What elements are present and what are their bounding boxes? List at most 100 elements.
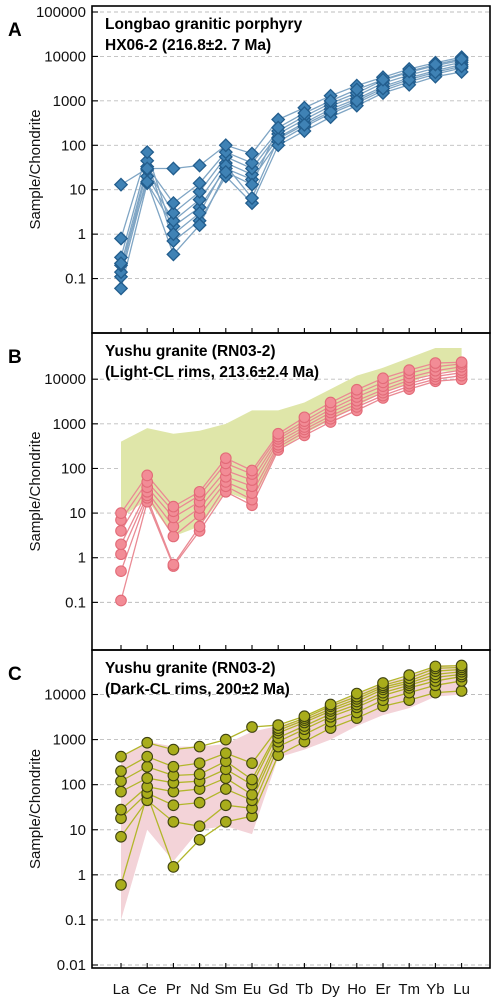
y-tick-label: 1 bbox=[78, 867, 86, 884]
data-point bbox=[218, 138, 233, 153]
data-point bbox=[115, 878, 127, 891]
data-point bbox=[428, 57, 443, 72]
data-point bbox=[193, 740, 206, 753]
data-point bbox=[297, 117, 312, 132]
y-tick-label: 10000 bbox=[44, 48, 86, 65]
data-point bbox=[244, 190, 260, 206]
data-point bbox=[141, 760, 154, 773]
data-point bbox=[167, 743, 180, 756]
y-tick-label: 0.01 bbox=[57, 957, 86, 974]
data-point bbox=[298, 710, 311, 723]
data-point bbox=[219, 452, 232, 465]
data-point bbox=[350, 383, 363, 396]
y-tick-label: 100000 bbox=[36, 4, 86, 21]
data-point bbox=[167, 500, 180, 513]
y-tick-label: 10 bbox=[69, 182, 86, 199]
data-point bbox=[166, 213, 181, 228]
data-point bbox=[113, 256, 129, 271]
data-point bbox=[272, 427, 285, 440]
x-tick-label: Pr bbox=[166, 981, 181, 998]
data-point bbox=[324, 396, 337, 409]
y-axis-label: Sample/Chondrite bbox=[27, 431, 44, 551]
data-point bbox=[219, 799, 232, 812]
x-tick-label: Nd bbox=[190, 981, 209, 998]
data-point bbox=[402, 72, 417, 87]
data-point bbox=[115, 507, 127, 519]
data-point bbox=[140, 161, 155, 176]
data-point bbox=[166, 161, 181, 176]
panel-c: 0.01 0.1 1 10 100 1000 10000 Sample/Chondrite C Y… bbox=[8, 649, 491, 974]
data-point bbox=[166, 205, 181, 221]
y-tick-label: 100 bbox=[61, 460, 86, 477]
data-point bbox=[115, 548, 127, 561]
x-tick-label: Ce bbox=[138, 981, 157, 998]
data-point bbox=[429, 660, 442, 673]
data-point bbox=[219, 747, 232, 760]
data-point bbox=[141, 750, 154, 763]
x-tick-label: Tm bbox=[398, 981, 420, 998]
data-point bbox=[140, 145, 155, 160]
data-point bbox=[193, 833, 206, 846]
data-point bbox=[167, 558, 180, 571]
x-tick-label: Tb bbox=[296, 981, 314, 998]
data-point bbox=[115, 538, 127, 551]
data-point bbox=[219, 733, 232, 746]
y-tick-label: 1000 bbox=[53, 732, 86, 749]
data-point bbox=[115, 803, 127, 816]
data-point bbox=[193, 768, 206, 781]
panel-title-line: Longbao granitic porphyry bbox=[105, 16, 303, 33]
data-point bbox=[350, 687, 363, 700]
y-tick-label: 0.1 bbox=[65, 594, 86, 611]
data-point bbox=[140, 174, 155, 190]
x-tick-label: La bbox=[113, 981, 130, 998]
data-point bbox=[428, 65, 443, 80]
data-point bbox=[115, 594, 127, 607]
data-point bbox=[349, 93, 364, 108]
data-point bbox=[244, 146, 260, 161]
data-point bbox=[218, 164, 233, 180]
data-point bbox=[115, 775, 127, 787]
data-point bbox=[246, 464, 258, 477]
panel-title-line: Yushu granite (RN03-2) bbox=[105, 660, 276, 677]
data-point bbox=[271, 131, 286, 146]
data-point bbox=[167, 861, 180, 873]
panel-letter: C bbox=[8, 664, 22, 685]
panel-frame bbox=[91, 649, 491, 969]
data-point bbox=[324, 698, 337, 711]
y-tick-label: 100 bbox=[61, 137, 86, 154]
data-point bbox=[115, 830, 127, 843]
y-tick-label: 10 bbox=[69, 505, 86, 522]
data-point bbox=[115, 565, 127, 578]
data-point bbox=[455, 356, 468, 369]
data-point bbox=[244, 177, 260, 192]
panel-title-line: Yushu granite (RN03-2) bbox=[105, 343, 276, 360]
data-point bbox=[244, 155, 260, 171]
data-point bbox=[219, 783, 232, 795]
x-tick-label: Er bbox=[376, 981, 391, 998]
x-axis-labels: La Ce Pr Nd Sm Eu Gd Tb Dy Ho Er Tm Yb Lu bbox=[113, 981, 470, 998]
data-point bbox=[219, 815, 232, 828]
y-tick-label: 100 bbox=[61, 777, 86, 794]
data-point bbox=[402, 64, 417, 79]
x-tick-label: Gd bbox=[268, 981, 288, 998]
data-point bbox=[375, 72, 391, 87]
y-axis-label: Sample/Chondrite bbox=[27, 109, 44, 229]
data-point bbox=[455, 659, 468, 672]
panel-letter: A bbox=[8, 20, 22, 41]
data-point bbox=[167, 799, 180, 812]
data-point bbox=[193, 796, 206, 809]
data-point bbox=[297, 105, 312, 121]
x-tick-label: Dy bbox=[321, 981, 340, 998]
data-point bbox=[167, 815, 180, 828]
data-point bbox=[454, 59, 469, 74]
data-point bbox=[246, 773, 258, 786]
x-tick-label: Eu bbox=[243, 981, 261, 998]
data-point bbox=[298, 411, 311, 424]
data-point bbox=[192, 176, 207, 191]
y-tick-label: 10 bbox=[69, 822, 86, 839]
x-tick-label: Lu bbox=[453, 981, 470, 998]
data-point bbox=[192, 192, 207, 207]
y-tick-label: 10000 bbox=[44, 687, 86, 704]
data-point bbox=[166, 195, 181, 211]
